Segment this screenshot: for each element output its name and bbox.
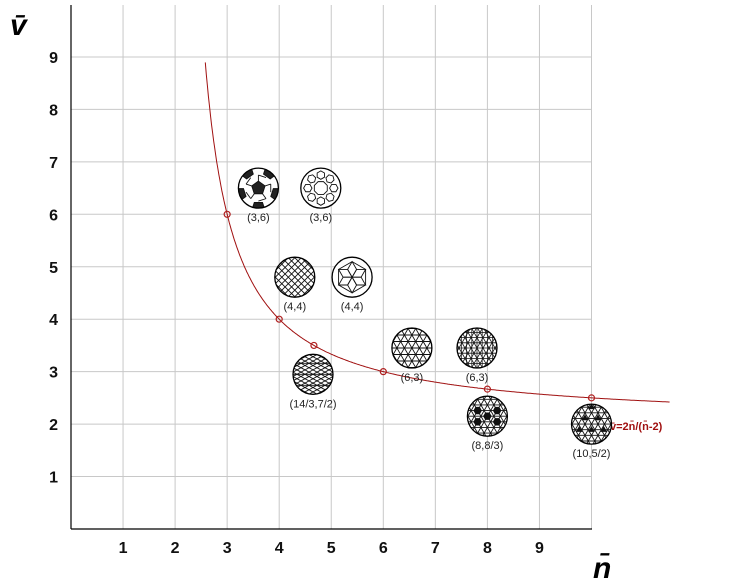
tiling-outline	[466, 395, 509, 437]
tiling-pattern	[337, 260, 367, 294]
tiling-outline	[391, 327, 433, 369]
y-tick-label: 3	[49, 365, 58, 382]
y-tick-label: 7	[49, 155, 58, 172]
tiling-label: (4,4)	[341, 301, 364, 313]
tiling-outline	[237, 167, 280, 209]
x-tick-labels: 1 2 3 4 5 6 7 8 9	[119, 540, 544, 557]
y-tick-label: 9	[49, 50, 58, 67]
tiling-disc	[300, 168, 341, 209]
x-tick-label: 6	[379, 540, 388, 557]
tiling-outline	[570, 403, 613, 445]
tiling-truncated-icosahedron: (3,6)	[237, 167, 280, 224]
curve-point	[483, 385, 491, 393]
x-tick-label: 1	[119, 540, 128, 557]
tiling-outline	[456, 327, 498, 369]
tiling-pattern	[293, 354, 333, 395]
tiling-square-grid: (4,4)	[274, 256, 316, 313]
y-tick-label: 8	[49, 102, 58, 119]
axes	[70, 5, 592, 530]
grid-lines	[71, 5, 592, 529]
tiling-label: (4,4)	[283, 301, 306, 313]
tiling-label: (6,3)	[466, 372, 489, 384]
x-tick-label: 8	[483, 540, 492, 557]
tiling-hexagons-and-squares: (3,6)	[300, 167, 342, 224]
y-tick-label: 6	[49, 207, 58, 224]
tiling-outline	[331, 256, 373, 298]
tiling-icons: (3,6) (3,6) (4,4) (4,4) (14/3,7/2) (6,3) (6,3)…	[237, 167, 613, 460]
curve-points	[223, 210, 596, 402]
curve-line	[204, 62, 670, 403]
tiling-label: (10,5/2)	[573, 448, 611, 460]
tiling-outline	[300, 167, 342, 209]
y-axis-title: v̄	[10, 9, 29, 42]
tiling-label: (6,3)	[401, 372, 424, 384]
tiling-label: (14/3,7/2)	[289, 398, 336, 410]
tiling-rhombic: (4,4)	[331, 256, 373, 313]
curve-point	[310, 341, 318, 350]
tiling-label: (8,8/3)	[472, 440, 504, 452]
tiling-outline	[292, 353, 334, 395]
curve-point	[587, 394, 596, 402]
x-tick-label: 2	[171, 540, 180, 557]
tiling-fine-triangular: (6,3)	[456, 327, 498, 384]
y-tick-label: 1	[49, 470, 58, 487]
x-tick-label: 4	[275, 540, 284, 557]
tiling-label: (3,6)	[247, 212, 270, 224]
y-tick-label: 5	[49, 260, 58, 277]
curve-label: v̄=2n̄/(n̄-2)	[610, 421, 663, 433]
tiling-pattern	[303, 170, 339, 206]
tiling-pattern	[457, 328, 497, 368]
x-tick-label: 9	[535, 540, 544, 557]
x-tick-label: 5	[327, 540, 336, 557]
curve-point	[275, 315, 283, 323]
curve-point	[379, 368, 387, 376]
curve-point	[223, 210, 231, 218]
y-tick-label: 2	[49, 417, 58, 434]
y-tick-labels: 1 2 3 4 5 6 7 8 9	[49, 50, 58, 487]
y-tick-label: 4	[49, 312, 58, 329]
x-axis-title: n̄	[593, 552, 611, 585]
tiling-rhombic-mesh: (14/3,7/2)	[289, 353, 337, 410]
x-tick-label: 7	[431, 540, 440, 557]
tiling-outline	[274, 256, 316, 298]
tiling-pattern	[274, 257, 315, 298]
tiling-label: (3,6)	[309, 212, 332, 224]
x-tick-label: 3	[223, 540, 232, 557]
